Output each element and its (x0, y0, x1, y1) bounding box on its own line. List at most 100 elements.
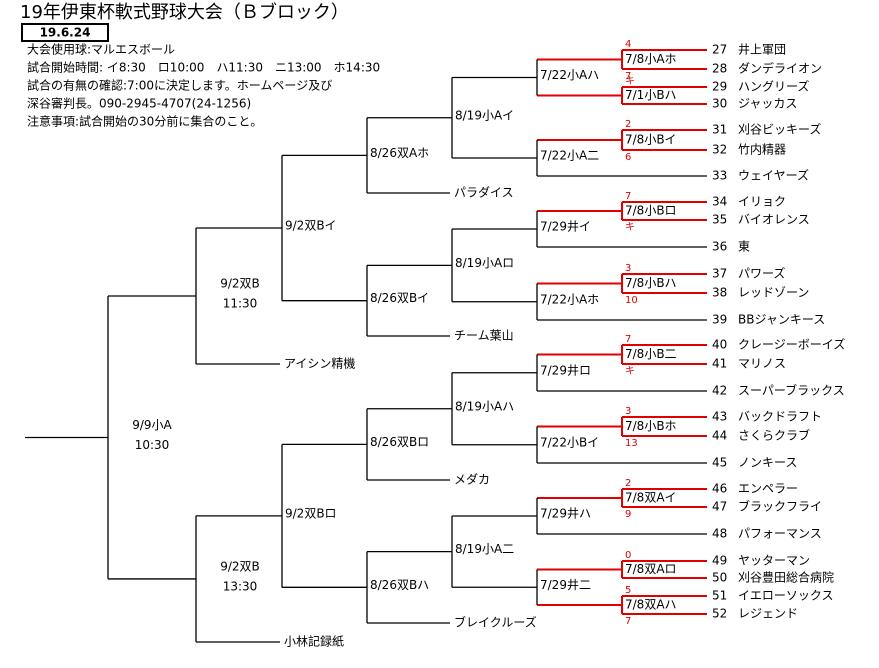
team-number: 51 (712, 589, 727, 603)
team-name: ノンキース (738, 456, 797, 470)
score: 7 (625, 71, 631, 82)
team-number: 45 (712, 456, 727, 470)
team-name: バックドラフト (738, 410, 822, 424)
match-label: 7/8小Bロ (625, 204, 677, 218)
seed-team: 小林記録紙 (284, 634, 344, 649)
match-label: 7/8小Bイ (625, 133, 677, 147)
seed-team: メダカ (454, 472, 490, 487)
date: 19.6.24 (40, 26, 91, 40)
team-number: 41 (712, 357, 727, 371)
team-name: 井上軍団 (738, 43, 786, 57)
team-name: レジェンド (738, 607, 798, 621)
note: 深谷審判長。090-2945-4707(24-1256) (27, 96, 251, 111)
note: 試合開始時間: イ8:30 ロ10:00 ハ11:30 ニ13:00 ホ14:3… (27, 60, 380, 75)
team-name: イエローソックス (738, 589, 834, 603)
seed-team: パラダイス (454, 185, 514, 200)
team-number: 33 (712, 169, 727, 183)
score: 9 (625, 509, 631, 520)
team-number: 32 (712, 143, 727, 157)
team-number: 36 (712, 240, 727, 254)
team-number: 44 (712, 429, 727, 443)
team-number: 50 (712, 571, 727, 585)
match-label: 7/22小Bイ (540, 435, 599, 449)
match-label: 9/2双Bロ (285, 506, 337, 520)
note: 大会使用球:マルエスボール (27, 42, 175, 57)
team-number: 37 (712, 267, 727, 281)
team-name: スーパーブラックス (738, 383, 845, 398)
note: 注意事項:試合開始の30分前に集合のこと。 (27, 114, 262, 129)
match-label: 8/19小A二 (455, 542, 514, 556)
team-number: 40 (712, 338, 727, 352)
team-name: エンペラー (738, 482, 798, 496)
team-name: マリノス (738, 357, 786, 371)
team-name: ハングリーズ (738, 79, 809, 94)
score: キ (625, 222, 635, 233)
team-number: 27 (712, 43, 727, 57)
team-name: ダンデライオン (738, 61, 822, 76)
seed-team: チーム葉山 (454, 329, 514, 343)
match-label: 7/8双Aイ (625, 491, 677, 505)
team-number: 39 (712, 313, 727, 327)
team-number: 31 (712, 123, 727, 137)
match-time: 13:30 (223, 579, 258, 593)
team-number: 49 (712, 554, 727, 568)
match-label: 7/22小Aハ (540, 68, 599, 82)
score: 5 (625, 585, 631, 596)
match-label: 7/8小Bハ (625, 276, 677, 290)
team-name: 東 (738, 240, 750, 254)
match-time: 10:30 (135, 438, 170, 452)
team-name: ブラックフライ (738, 499, 822, 514)
note: 試合の有無の確認:7:00に決定します。ホームページ及び (27, 78, 332, 93)
match-label: 9/2双Bイ (285, 219, 337, 233)
team-name: イリョク (738, 195, 786, 209)
match-label: 7/29井二 (540, 578, 591, 592)
score: 3 (625, 406, 631, 417)
match-label: 8/26双Bロ (370, 435, 429, 449)
team-number: 52 (712, 607, 727, 621)
team-name: ウェイヤーズ (738, 168, 809, 183)
match-label: 7/29井イ (540, 220, 591, 234)
team-number: 34 (712, 195, 727, 209)
team-name: 刈谷ビッキーズ (738, 122, 821, 137)
seed-team: ブレイクルーズ (454, 615, 537, 630)
team-name: ヤッターマン (738, 554, 810, 568)
team-name: パフォーマンス (738, 527, 822, 541)
score: 13 (625, 438, 638, 449)
match-label: 8/26双Bイ (370, 291, 429, 305)
team-number: 38 (712, 286, 727, 300)
score: 2 (625, 119, 631, 130)
match-label: 7/1小Bハ (625, 88, 677, 102)
team-name: レッドゾーン (738, 286, 809, 300)
match-label: 7/8双Aハ (625, 598, 677, 612)
score: キ (625, 76, 635, 87)
team-number: 28 (712, 62, 727, 76)
match-label: 9/9小A (132, 418, 172, 432)
team-number: 47 (712, 500, 727, 514)
team-name: 竹内精器 (738, 143, 786, 157)
score: 7 (625, 191, 631, 202)
team-number: 35 (712, 213, 727, 227)
score: 0 (625, 550, 631, 561)
match-label: 9/2双B (220, 277, 260, 291)
score: 10 (625, 295, 638, 306)
score: 7 (625, 616, 631, 627)
match-label: 7/8小B二 (625, 347, 677, 361)
match-label: 7/22小Aホ (540, 292, 599, 306)
team-name: さくらクラブ (738, 428, 810, 443)
team-number: 29 (712, 80, 727, 94)
match-time: 11:30 (223, 297, 258, 311)
team-number: 42 (712, 384, 727, 398)
match-label: 8/26双Bハ (370, 578, 429, 592)
team-name: ジャッカス (738, 97, 797, 111)
match-label: 8/26双Aホ (370, 146, 429, 160)
score: 4 (625, 39, 631, 50)
score: 6 (625, 152, 631, 163)
score: キ (625, 366, 635, 377)
match-label: 9/2双B (220, 559, 260, 573)
match-label: 7/8小Aホ (625, 52, 677, 66)
team-name: バイオレンス (738, 213, 810, 227)
score: 2 (625, 478, 631, 489)
match-label: 7/29井ロ (540, 363, 591, 377)
